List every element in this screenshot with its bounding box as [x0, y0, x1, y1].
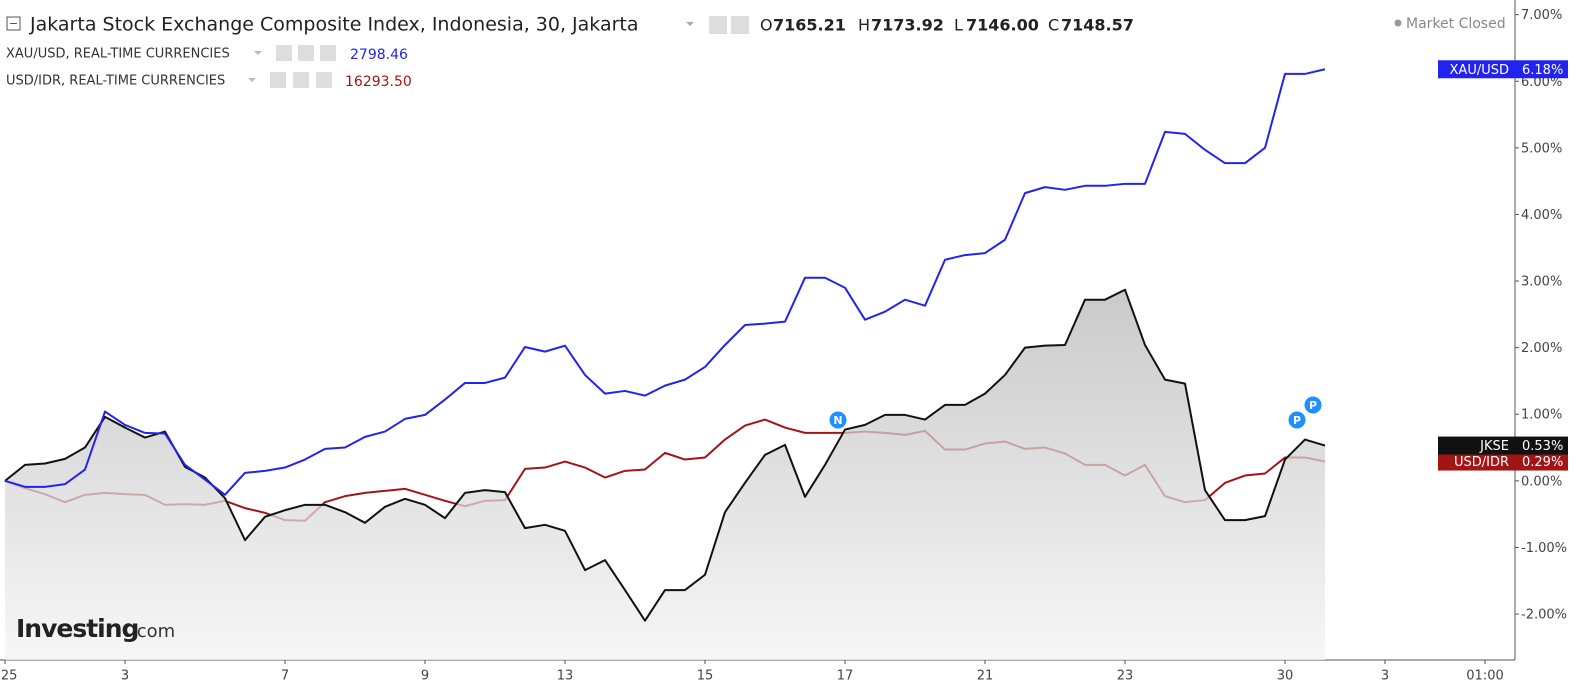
y-tick-label: -1.00%: [1521, 541, 1567, 556]
badge-name: USD/IDR: [1454, 455, 1509, 470]
last-value-badge: JKSE 0.53%: [1438, 436, 1568, 455]
plot-area: 7.00% 6.00% 5.00% 4.00% 3.00% 2.00% 1.00% 0.00%…: [0, 0, 1567, 684]
ohlc-label: O: [760, 16, 773, 35]
event-label: P: [1293, 414, 1301, 427]
event-marker: [828, 410, 848, 430]
badge: [1438, 436, 1568, 455]
remove-icon[interactable]: [316, 72, 332, 88]
legend-label: USD/IDR, REAL-TIME CURRENCIES: [6, 74, 225, 89]
ohlc-label: L: [954, 16, 963, 35]
event-marker: [1303, 395, 1323, 415]
ohlc-value: 7173.92: [871, 16, 944, 35]
settings-icon[interactable]: [293, 72, 309, 88]
dropdown-arrow[interactable]: [254, 51, 262, 55]
last-value-badge: USD/IDR 0.29%: [1438, 452, 1568, 471]
market-status: Market Closed: [1406, 16, 1506, 32]
x-tick-label: 3: [1381, 669, 1389, 684]
x-tick-label: 17: [837, 669, 854, 684]
area: [5, 289, 1325, 660]
badge-value: 6.18%: [1522, 63, 1563, 78]
x-tick-label: 01:00: [1466, 669, 1503, 684]
ohlc-value: 7165.21: [773, 16, 846, 35]
chart-title: Jakarta Stock Exchange Composite Index, …: [29, 14, 639, 36]
badge-name: JKSE: [1479, 439, 1509, 454]
y-tick-label: 6.00%: [1521, 75, 1562, 90]
collapse-icon[interactable]: [6, 16, 21, 31]
remove-icon[interactable]: [320, 45, 336, 61]
y-tick-label: 1.00%: [1521, 408, 1562, 423]
last-value-badge: XAU/USD 6.18%: [1438, 60, 1568, 79]
x-tick-label: 23: [1117, 669, 1134, 684]
ohlc-value: 7146.00: [966, 16, 1039, 35]
y-tick-label: -2.00%: [1521, 608, 1567, 623]
ohlc-value: 7148.57: [1061, 16, 1134, 35]
y-tick-label: 5.00%: [1521, 141, 1562, 156]
ohlc-label: H: [858, 16, 870, 35]
event-label: N: [833, 414, 842, 427]
legend-quote: 16293.50: [345, 74, 412, 90]
dropdown-arrow[interactable]: [248, 78, 256, 82]
x-tick-label: 13: [557, 669, 574, 684]
visibility-icon[interactable]: [709, 16, 727, 34]
dropdown-arrow[interactable]: [686, 22, 694, 26]
y-tick-label: 4.00%: [1521, 208, 1562, 223]
x-tick-label: 3: [121, 669, 129, 684]
y-tick-label: 2.00%: [1521, 341, 1562, 356]
badge-value: 0.53%: [1522, 439, 1563, 454]
x-tick-label: 30: [1277, 669, 1294, 684]
x-tick-label: 21: [977, 669, 994, 684]
visibility-icon[interactable]: [276, 45, 292, 61]
x-tick-label: 15: [697, 669, 714, 684]
y-tick-label: 0.00%: [1521, 474, 1562, 489]
x-tick-label: 9: [421, 669, 429, 684]
ohlc-label: C: [1048, 16, 1059, 35]
badge-name: XAU/USD: [1450, 63, 1509, 78]
series-line: [4, 68, 1326, 496]
x-tick-label: 025: [0, 669, 17, 684]
series-line: [4, 288, 1326, 622]
y-tick-label: 7.00%: [1521, 8, 1562, 23]
badge-value: 0.29%: [1522, 455, 1563, 470]
visibility-icon[interactable]: [270, 72, 286, 88]
settings-icon[interactable]: [731, 16, 749, 34]
x-tick-label: 7: [281, 669, 289, 684]
badge: [1438, 60, 1568, 79]
legend-quote: 2798.46: [350, 47, 408, 63]
legend-label: XAU/USD, REAL-TIME CURRENCIES: [6, 47, 230, 62]
y-tick-label: 3.00%: [1521, 275, 1562, 290]
settings-icon[interactable]: [298, 45, 314, 61]
logo-suffix: .com: [131, 621, 175, 642]
event-marker: [1287, 410, 1307, 430]
status-dot: [1394, 19, 1402, 27]
badge: [1438, 452, 1568, 471]
logo: Investing: [16, 614, 138, 643]
event-label: P: [1309, 399, 1317, 412]
